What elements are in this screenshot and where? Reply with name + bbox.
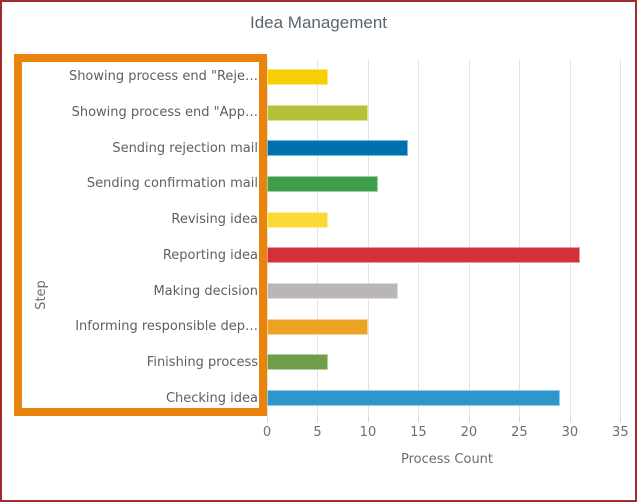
x-tick-mark-0 xyxy=(267,416,268,422)
bar-6[interactable] xyxy=(267,283,399,300)
x-tick-label-10: 10 xyxy=(359,425,377,440)
y-axis-labels: Step Showing process end "Reje… Showing p… xyxy=(32,59,258,416)
category-label-6: Making decision xyxy=(153,283,258,299)
category-label-9: Checking idea xyxy=(165,390,258,406)
x-tick-label-30: 30 xyxy=(561,425,579,440)
x-tick-label-25: 25 xyxy=(511,425,528,440)
gridline-x-10 xyxy=(367,59,369,416)
category-label-5: Reporting idea xyxy=(162,247,258,263)
bar-7[interactable] xyxy=(267,318,368,335)
x-tick-mark-25 xyxy=(519,416,521,422)
x-tick-label-0: 0 xyxy=(262,425,272,440)
bar-4[interactable] xyxy=(267,211,328,228)
x-tick-label-20: 20 xyxy=(460,425,478,440)
gridline-x-30 xyxy=(569,59,571,416)
bar-8[interactable] xyxy=(267,354,328,371)
chart-title: Idea Management xyxy=(249,13,388,32)
category-label-2: Sending rejection mail xyxy=(112,140,258,156)
x-axis-title: Process Count xyxy=(400,452,494,467)
bar-1[interactable] xyxy=(267,104,368,121)
gridline-x-20 xyxy=(468,59,470,416)
bar-3[interactable] xyxy=(267,175,379,192)
bar-2[interactable] xyxy=(267,140,409,157)
gridline-x-35 xyxy=(620,59,622,416)
gridline-x-15 xyxy=(418,59,420,416)
x-tick-label-5: 5 xyxy=(313,425,322,440)
gridline-x-0 xyxy=(267,59,268,416)
category-label-1: Showing process end "App… xyxy=(71,105,258,121)
bar-9[interactable] xyxy=(267,390,560,407)
category-label-4: Revising idea xyxy=(171,212,258,228)
x-tick-mark-35 xyxy=(620,416,622,422)
annotation-highlight-box xyxy=(14,54,267,416)
x-tick-label-15: 15 xyxy=(410,425,427,440)
x-tick-mark-5 xyxy=(317,416,319,422)
x-tick-mark-30 xyxy=(569,416,571,422)
category-label-7: Informing responsible dep… xyxy=(75,319,258,335)
bar-5[interactable] xyxy=(267,247,580,264)
x-tick-mark-20 xyxy=(468,416,470,422)
category-label-0: Showing process end "Reje… xyxy=(68,69,258,85)
gridline-x-5 xyxy=(317,59,319,416)
x-tick-label-35: 35 xyxy=(612,425,629,440)
gridline-x-25 xyxy=(519,59,521,416)
plot-area xyxy=(267,59,627,422)
x-tick-mark-15 xyxy=(418,416,420,422)
bar-0[interactable] xyxy=(267,68,328,85)
category-label-8: Finishing process xyxy=(146,354,258,370)
category-label-3: Sending confirmation mail xyxy=(86,176,258,192)
x-tick-mark-10 xyxy=(367,416,369,422)
